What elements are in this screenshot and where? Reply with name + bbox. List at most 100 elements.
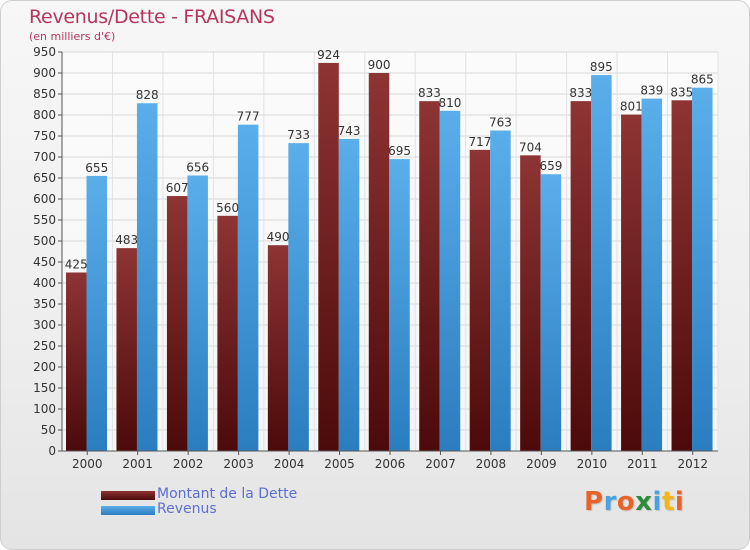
data-label-dette: 490	[267, 230, 290, 244]
bar-revenus	[86, 175, 107, 451]
x-tick-label: 2011	[627, 457, 658, 471]
y-tick-label: 300	[33, 318, 56, 332]
bar-dette	[166, 196, 188, 451]
bar-dette	[267, 245, 289, 451]
legend-label-debt: Montant de la Dette	[157, 486, 298, 502]
data-label-revenus: 865	[691, 73, 714, 87]
y-tick-label: 200	[33, 360, 56, 374]
x-tick-label: 2000	[72, 457, 103, 471]
logo-letter: i	[674, 487, 685, 517]
legend-swatch-debt	[101, 491, 155, 500]
chart-subtitle: (en milliers d'€)	[29, 30, 116, 43]
bar-dette	[469, 149, 491, 452]
y-tick-label: 500	[33, 234, 56, 248]
x-tick-label: 2002	[173, 457, 204, 471]
x-tick-label: 2012	[677, 457, 708, 471]
bar-dette	[116, 248, 137, 451]
x-tick-label: 2007	[425, 457, 456, 471]
y-tick-label: 450	[33, 255, 56, 269]
data-label-revenus: 839	[640, 84, 663, 98]
logo-letter: P	[584, 487, 604, 517]
bar-dette	[621, 114, 642, 451]
legend-swatch-revenus	[101, 506, 155, 515]
y-tick-label: 650	[33, 171, 56, 185]
logo-letter: x	[635, 487, 653, 517]
y-tick-label: 250	[33, 339, 56, 353]
bar-revenus	[641, 98, 663, 452]
data-label-revenus: 895	[590, 60, 613, 74]
y-tick-label: 900	[33, 66, 56, 80]
chart-title: Revenus/Dette - FRAISANS	[29, 6, 275, 28]
logo-letter: r	[603, 487, 617, 517]
data-label-dette: 833	[569, 86, 592, 100]
y-tick-label: 350	[33, 297, 56, 311]
data-label-revenus: 777	[237, 110, 260, 124]
data-label-revenus: 695	[388, 144, 411, 158]
data-label-dette: 560	[216, 201, 239, 215]
data-label-revenus: 810	[439, 96, 462, 110]
x-tick-label: 2001	[122, 457, 153, 471]
data-label-dette: 835	[670, 85, 693, 99]
bar-dette	[570, 101, 592, 451]
data-label-dette: 900	[368, 58, 391, 72]
data-label-dette: 801	[620, 100, 643, 114]
bar-revenus	[389, 159, 410, 451]
bar-dette	[318, 62, 339, 452]
x-tick-label: 2008	[476, 457, 507, 471]
bar-revenus	[692, 87, 713, 451]
data-label-revenus: 655	[85, 161, 108, 175]
bar-dette	[217, 215, 238, 451]
data-label-dette: 483	[115, 233, 138, 247]
bar-revenus	[237, 124, 259, 451]
bar-dette	[419, 101, 440, 451]
bar-revenus	[338, 138, 360, 451]
data-label-dette: 717	[468, 135, 491, 149]
y-tick-label: 800	[33, 108, 56, 122]
y-tick-label: 0	[48, 444, 56, 458]
data-label-revenus: 743	[338, 124, 361, 138]
bar-revenus	[591, 75, 612, 451]
bar-revenus	[540, 174, 562, 451]
y-tick-label: 850	[33, 87, 56, 101]
x-tick-label: 2003	[223, 457, 254, 471]
bar-dette	[520, 155, 541, 451]
y-tick-label: 100	[33, 402, 56, 416]
y-tick-label: 750	[33, 129, 56, 143]
y-tick-label: 950	[33, 45, 56, 59]
bar-revenus	[439, 110, 461, 452]
x-tick-label: 2005	[324, 457, 355, 471]
legend-label-revenus: Revenus	[157, 501, 217, 517]
data-label-dette: 833	[418, 86, 441, 100]
y-tick-label: 600	[33, 192, 56, 206]
bar-dette	[66, 272, 87, 451]
x-tick-label: 2009	[526, 457, 557, 471]
bar-revenus	[490, 130, 511, 452]
x-tick-label: 2006	[375, 457, 406, 471]
y-tick-label: 150	[33, 381, 56, 395]
data-label-dette: 924	[317, 48, 340, 62]
x-tick-label: 2010	[577, 457, 608, 471]
data-label-revenus: 733	[287, 128, 310, 142]
data-label-dette: 704	[519, 140, 542, 154]
data-label-revenus: 659	[539, 159, 562, 173]
proxiti-logo: Proxiti	[584, 487, 684, 517]
data-label-revenus: 828	[136, 88, 159, 102]
logo-letter: t	[661, 487, 675, 517]
data-label-dette: 607	[166, 181, 189, 195]
y-tick-label: 50	[41, 423, 56, 437]
bar-revenus	[136, 103, 158, 452]
y-tick-label: 550	[33, 213, 56, 227]
data-label-revenus: 656	[186, 160, 209, 174]
bar-dette	[368, 73, 390, 451]
bar-revenus	[187, 175, 208, 452]
bar-dette	[671, 100, 693, 452]
y-tick-label: 700	[33, 150, 56, 164]
data-label-revenus: 763	[489, 116, 512, 130]
logo-letter: i	[652, 487, 662, 517]
data-label-dette: 425	[65, 258, 88, 272]
y-tick-label: 400	[33, 276, 56, 290]
logo-letter: o	[616, 487, 636, 517]
bar-revenus	[288, 143, 309, 451]
